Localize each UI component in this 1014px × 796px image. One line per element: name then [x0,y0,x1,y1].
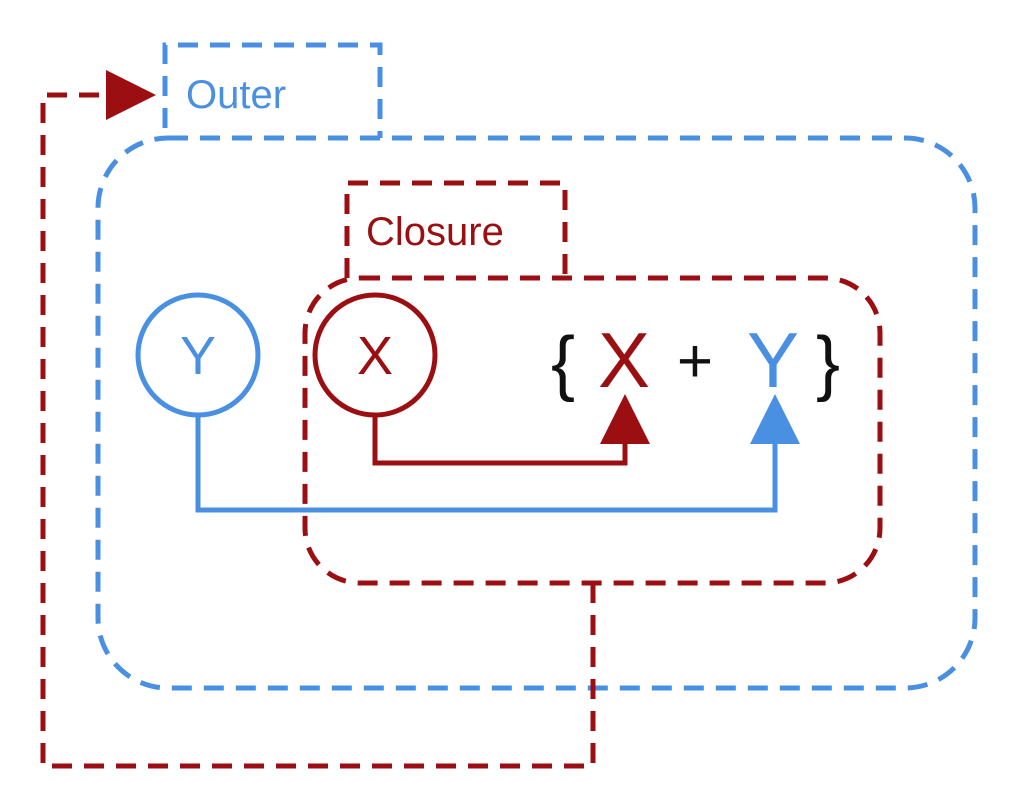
outer-variable-y-label: Y [180,326,216,386]
expr-close-brace: } [816,323,840,403]
outer-scope-box [95,135,978,691]
outer-label-box [162,42,383,138]
y-binding-arrow [195,394,800,513]
outer-label: Outer [186,73,286,117]
closure-variable-x-label: X [357,326,393,386]
x-binding-arrow [372,394,650,466]
closure-to-outer-reference-arrow [40,70,596,769]
expr-open-brace: { [551,323,575,403]
expr-plus: + [677,327,713,396]
expr-x: X [598,316,650,404]
closure-label: Closure [366,210,504,254]
expr-y: Y [747,316,799,404]
closure-label-box [344,180,568,278]
